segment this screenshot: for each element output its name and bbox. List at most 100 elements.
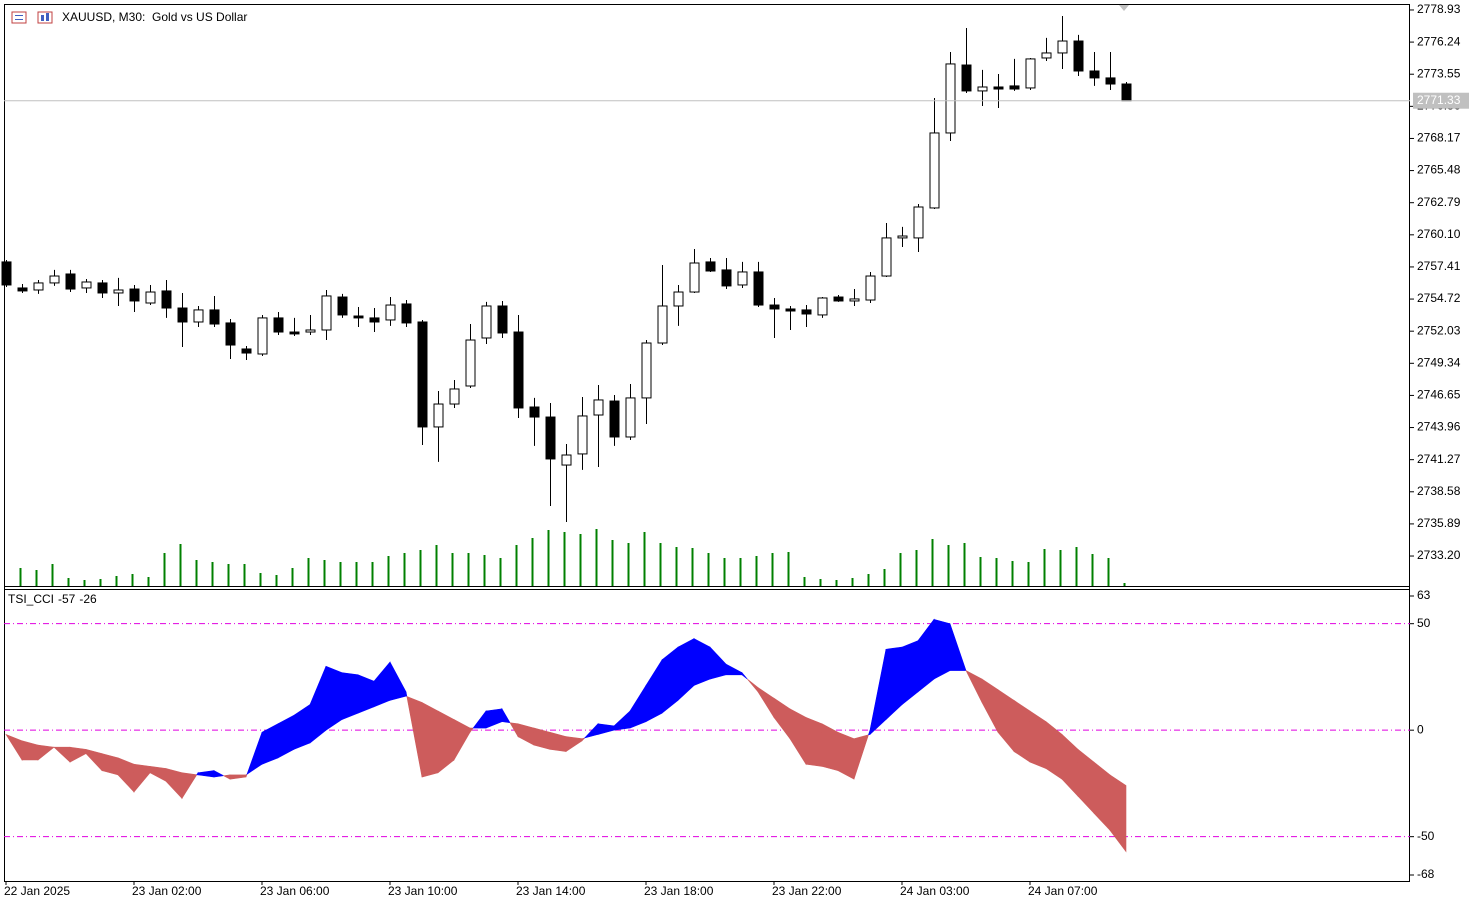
candle-body — [561, 454, 572, 466]
candle-body — [145, 291, 156, 304]
y-tick-label: 2768.17 — [1417, 131, 1461, 145]
y-tick-label: 2743.96 — [1417, 420, 1461, 434]
candle-body — [625, 397, 636, 438]
indicator-fill — [949, 623, 967, 671]
y-tick-label: 0 — [1417, 722, 1424, 736]
candle-body — [753, 271, 764, 306]
candle-body — [33, 282, 44, 291]
x-tick-label: 24 Jan 07:00 — [1028, 884, 1098, 898]
candle-body — [881, 237, 892, 277]
indicator-fill — [245, 773, 248, 778]
candle-body — [641, 342, 652, 399]
y-tick-label: 2741.27 — [1417, 452, 1461, 466]
y-tick-label: 2765.48 — [1417, 163, 1461, 177]
x-tick-label: 23 Jan 02:00 — [132, 884, 202, 898]
indicator-fill — [501, 707, 511, 724]
candle-body — [673, 291, 684, 307]
indicator-fill — [181, 772, 198, 800]
candle-body — [737, 271, 748, 286]
price-label-box — [1413, 92, 1469, 109]
icon — [11, 11, 27, 24]
indicator-fill — [341, 672, 359, 720]
candle-body — [161, 290, 172, 309]
indicator-value: -26 — [79, 592, 97, 606]
indicator-fill — [1013, 699, 1031, 763]
icon — [41, 15, 44, 21]
candle-body — [897, 235, 908, 239]
indicator-fill — [325, 665, 343, 731]
y-tick-label: 2733.20 — [1417, 548, 1461, 562]
candle-body — [417, 321, 428, 428]
candle-body — [353, 315, 364, 319]
y-tick-label: 2746.65 — [1417, 388, 1461, 402]
candle-body — [1121, 83, 1132, 102]
candle-body — [577, 415, 588, 455]
candle-body — [961, 64, 972, 92]
candle-body — [801, 309, 812, 315]
candle-body — [945, 63, 956, 134]
y-tick-label: 2773.55 — [1417, 66, 1461, 80]
candle-body — [865, 275, 876, 301]
y-tick-label: 2762.79 — [1417, 195, 1461, 209]
candle-body — [497, 305, 508, 334]
candle-body — [401, 303, 412, 324]
y-tick-label: 2776.24 — [1417, 34, 1461, 48]
chart-title: XAUUSD, M30: Gold vs US Dollar — [62, 10, 247, 24]
indicator-fill — [357, 674, 375, 714]
y-tick-label: 2754.72 — [1417, 291, 1461, 305]
candle-body — [65, 273, 76, 290]
candle-body — [465, 339, 476, 387]
indicator-fill — [933, 619, 951, 680]
y-tick-label: 2749.34 — [1417, 355, 1461, 369]
candle-body — [305, 329, 316, 333]
candle-body — [1105, 77, 1116, 85]
candle-body — [369, 317, 380, 323]
candle-body — [177, 307, 188, 323]
indicator-name: TSI_CCI — [8, 592, 54, 606]
x-tick-label: 23 Jan 10:00 — [388, 884, 458, 898]
x-tick-label: 23 Jan 14:00 — [516, 884, 586, 898]
candle-body — [81, 281, 92, 289]
candle-body — [721, 269, 732, 287]
x-tick-label: 23 Jan 22:00 — [772, 884, 842, 898]
symbol-icons — [11, 11, 53, 24]
candle-body — [689, 262, 700, 293]
candle-body — [593, 399, 604, 416]
candle-body — [193, 309, 204, 323]
indicator-fill — [405, 691, 408, 697]
indicator-fill — [1109, 774, 1127, 853]
candle-body — [657, 305, 668, 344]
y-tick-label: 50 — [1417, 616, 1431, 630]
indicator-fill — [741, 671, 748, 680]
candle-body — [209, 309, 220, 325]
indicator-fill — [805, 716, 823, 767]
candle-body — [1041, 52, 1052, 59]
candle-body — [977, 86, 988, 92]
y-tick-label: 2778.93 — [1417, 2, 1461, 16]
candle-body — [337, 296, 348, 316]
candle-body — [129, 288, 140, 302]
y-tick-label: -68 — [1417, 867, 1435, 881]
candle-body — [433, 403, 444, 428]
indicator-fill — [837, 731, 855, 780]
indicator-fill — [421, 701, 439, 778]
candle-body — [273, 317, 284, 333]
x-tick-label: 23 Jan 18:00 — [644, 884, 714, 898]
y-tick-label: 2735.89 — [1417, 516, 1461, 530]
candle-body — [1, 261, 12, 286]
x-tick-label: 24 Jan 03:00 — [900, 884, 970, 898]
y-tick-label: 2752.03 — [1417, 323, 1461, 337]
candle-body — [1025, 58, 1036, 89]
y-tick-label: 63 — [1417, 588, 1431, 602]
y-tick-label: 2757.41 — [1417, 259, 1461, 273]
indicator-title: TSI_CCI -57 -26 — [8, 592, 97, 606]
indicator-fill — [469, 727, 474, 734]
indicator-fill — [693, 638, 711, 686]
candle-body — [1009, 85, 1020, 90]
frame — [4, 4, 1410, 882]
candle-body — [385, 304, 396, 321]
indicator-fill — [853, 734, 869, 780]
indicator-fill — [37, 744, 55, 761]
